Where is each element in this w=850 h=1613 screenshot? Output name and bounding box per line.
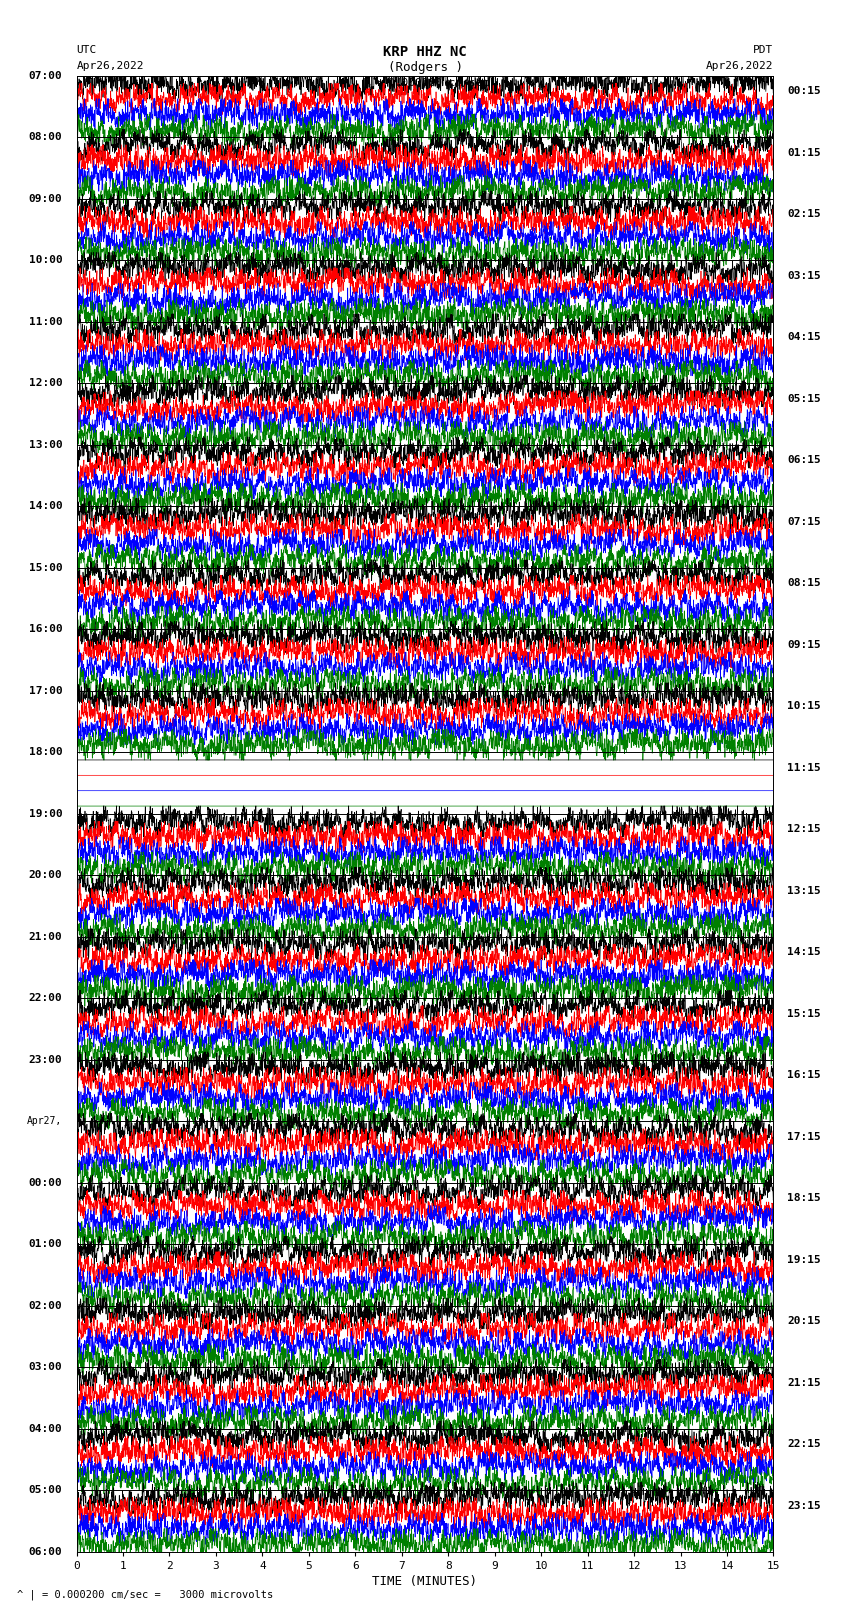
Text: 15:00: 15:00 [29,563,63,573]
Text: | = 0.000200 cm/sec: | = 0.000200 cm/sec [361,77,489,89]
Text: 04:15: 04:15 [787,332,821,342]
Text: 02:15: 02:15 [787,210,821,219]
Text: 02:00: 02:00 [29,1300,63,1311]
Text: 18:15: 18:15 [787,1194,821,1203]
Text: 19:00: 19:00 [29,808,63,819]
Text: 13:00: 13:00 [29,440,63,450]
Text: 10:00: 10:00 [29,255,63,265]
Text: 05:00: 05:00 [29,1486,63,1495]
Text: PDT: PDT [753,45,774,55]
Text: Apr26,2022: Apr26,2022 [76,61,144,71]
Text: 11:15: 11:15 [787,763,821,773]
Text: 00:15: 00:15 [787,85,821,97]
Text: 11:00: 11:00 [29,316,63,327]
X-axis label: TIME (MINUTES): TIME (MINUTES) [372,1574,478,1587]
Text: 08:00: 08:00 [29,132,63,142]
Text: (Rodgers ): (Rodgers ) [388,61,462,74]
Text: 19:15: 19:15 [787,1255,821,1265]
Text: Apr26,2022: Apr26,2022 [706,61,774,71]
Text: KRP HHZ NC: KRP HHZ NC [383,45,467,60]
Text: 16:15: 16:15 [787,1069,821,1081]
Text: 03:00: 03:00 [29,1363,63,1373]
Text: ^ | = 0.000200 cm/sec =   3000 microvolts: ^ | = 0.000200 cm/sec = 3000 microvolts [17,1589,273,1600]
Text: 20:00: 20:00 [29,871,63,881]
Text: 04:00: 04:00 [29,1424,63,1434]
Text: 12:00: 12:00 [29,379,63,389]
Text: 14:15: 14:15 [787,947,821,957]
Text: 21:00: 21:00 [29,932,63,942]
Text: 21:15: 21:15 [787,1378,821,1387]
Text: 09:00: 09:00 [29,194,63,203]
Text: 01:00: 01:00 [29,1239,63,1248]
Text: 23:00: 23:00 [29,1055,63,1065]
Text: 20:15: 20:15 [787,1316,821,1326]
Text: 16:00: 16:00 [29,624,63,634]
Text: 07:00: 07:00 [29,71,63,81]
Text: 00:00: 00:00 [29,1177,63,1187]
Text: 15:15: 15:15 [787,1008,821,1019]
Text: 03:15: 03:15 [787,271,821,281]
Text: 06:15: 06:15 [787,455,821,465]
Text: 06:00: 06:00 [29,1547,63,1557]
Text: 23:15: 23:15 [787,1500,821,1511]
Text: 08:15: 08:15 [787,577,821,589]
Text: 13:15: 13:15 [787,886,821,895]
Text: 14:00: 14:00 [29,502,63,511]
Text: UTC: UTC [76,45,97,55]
Text: 12:15: 12:15 [787,824,821,834]
Text: 10:15: 10:15 [787,702,821,711]
Text: 07:15: 07:15 [787,516,821,527]
Text: 01:15: 01:15 [787,148,821,158]
Text: 17:15: 17:15 [787,1132,821,1142]
Text: 17:00: 17:00 [29,686,63,695]
Text: 09:15: 09:15 [787,640,821,650]
Text: 22:15: 22:15 [787,1439,821,1448]
Text: Apr27,: Apr27, [27,1116,63,1126]
Text: 05:15: 05:15 [787,394,821,403]
Text: 22:00: 22:00 [29,994,63,1003]
Text: 18:00: 18:00 [29,747,63,756]
